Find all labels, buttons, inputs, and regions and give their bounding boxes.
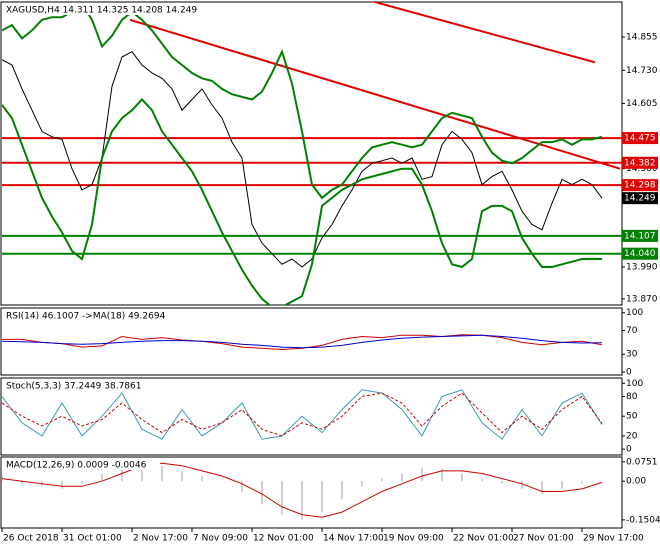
- series-line: [2, 334, 603, 351]
- panel-title: RSI(14) 46.1007 ->MA(18) 49.2694: [6, 312, 166, 322]
- x-tick-label: 12 Nov 01:00: [253, 534, 314, 544]
- plot: [2, 389, 603, 440]
- y-tick-label: 50: [626, 412, 638, 422]
- x-tick-label: 22 Nov 01:00: [453, 534, 514, 544]
- panel-title: Stoch(5,3,3) 37.2449 38.7861: [6, 382, 141, 392]
- title-bg: [3, 379, 161, 391]
- y-tick-label: 0.0751: [626, 457, 658, 467]
- panel-frame: [0, 1, 623, 306]
- x-tick-label: 19 Nov 09:00: [383, 534, 444, 544]
- y-tick-label: 14.360: [626, 164, 658, 174]
- y-tick-label: 13.990: [626, 262, 658, 272]
- level-tag: [622, 156, 658, 169]
- last-price-tag: [622, 192, 658, 205]
- series-line: [2, 98, 602, 305]
- series-line: [2, 2, 603, 200]
- plot: [2, 2, 622, 305]
- panel-frame: [0, 307, 623, 376]
- y-tick-label: 30: [626, 350, 638, 360]
- y-tick-label: 14.605: [626, 99, 658, 109]
- panel-title: XAGUSD,H4 14.311 14.325 14.208 14.249: [6, 6, 197, 16]
- level-tag: [622, 132, 658, 145]
- y-tick-label: 0: [626, 368, 632, 378]
- series-line: [2, 389, 603, 440]
- level-tag: [622, 179, 658, 192]
- panel-title: MACD(12,26,9) 0.0009 -0.0046: [6, 461, 147, 471]
- x-tick-label: 29 Nov 17:00: [583, 534, 644, 544]
- y-tick-label: 80: [626, 392, 638, 402]
- y-tick-label: -0.1504: [626, 515, 660, 525]
- x-tick-label: 14 Nov 17:00: [323, 534, 384, 544]
- y-tick-label: 14.730: [626, 66, 658, 76]
- x-tick-label: 7 Nov 09:00: [193, 534, 248, 544]
- level-tag: [622, 247, 658, 260]
- title-bg: [3, 309, 182, 321]
- y-tick-label: 0.00: [626, 477, 646, 487]
- trendline: [371, 2, 596, 64]
- plot: [2, 462, 603, 520]
- plot: [2, 334, 603, 351]
- x-tick-label: 2 Nov 17:00: [133, 534, 188, 544]
- y-tick-label: 100: [626, 379, 643, 389]
- x-tick-label: 27 Nov 01:00: [513, 534, 574, 544]
- panel-frame: [0, 456, 623, 529]
- last-price-label: 14.249: [624, 194, 656, 204]
- level-label: 14.382: [624, 158, 656, 168]
- series-line: [2, 392, 603, 437]
- x-tick-label: 31 Oct 01:00: [63, 534, 122, 544]
- level-label: 14.107: [624, 231, 656, 241]
- level-label: 14.040: [624, 249, 656, 259]
- level-label: 14.298: [624, 181, 656, 191]
- series-line: [2, 462, 603, 518]
- y-tick-label: 100: [626, 308, 643, 318]
- x-tick-label: 26 Oct 2018: [3, 534, 59, 544]
- level-label: 14.475: [624, 134, 656, 144]
- level-tag: [622, 229, 658, 242]
- y-tick-label: 20: [626, 431, 638, 441]
- y-tick-label: 70: [626, 326, 638, 336]
- title-bg: [3, 3, 215, 15]
- title-bg: [3, 458, 161, 470]
- series-line: [2, 334, 603, 349]
- y-tick-label: 0: [626, 445, 632, 455]
- y-tick-label: 14.855: [626, 33, 658, 43]
- y-tick-label: 13.870: [626, 294, 658, 304]
